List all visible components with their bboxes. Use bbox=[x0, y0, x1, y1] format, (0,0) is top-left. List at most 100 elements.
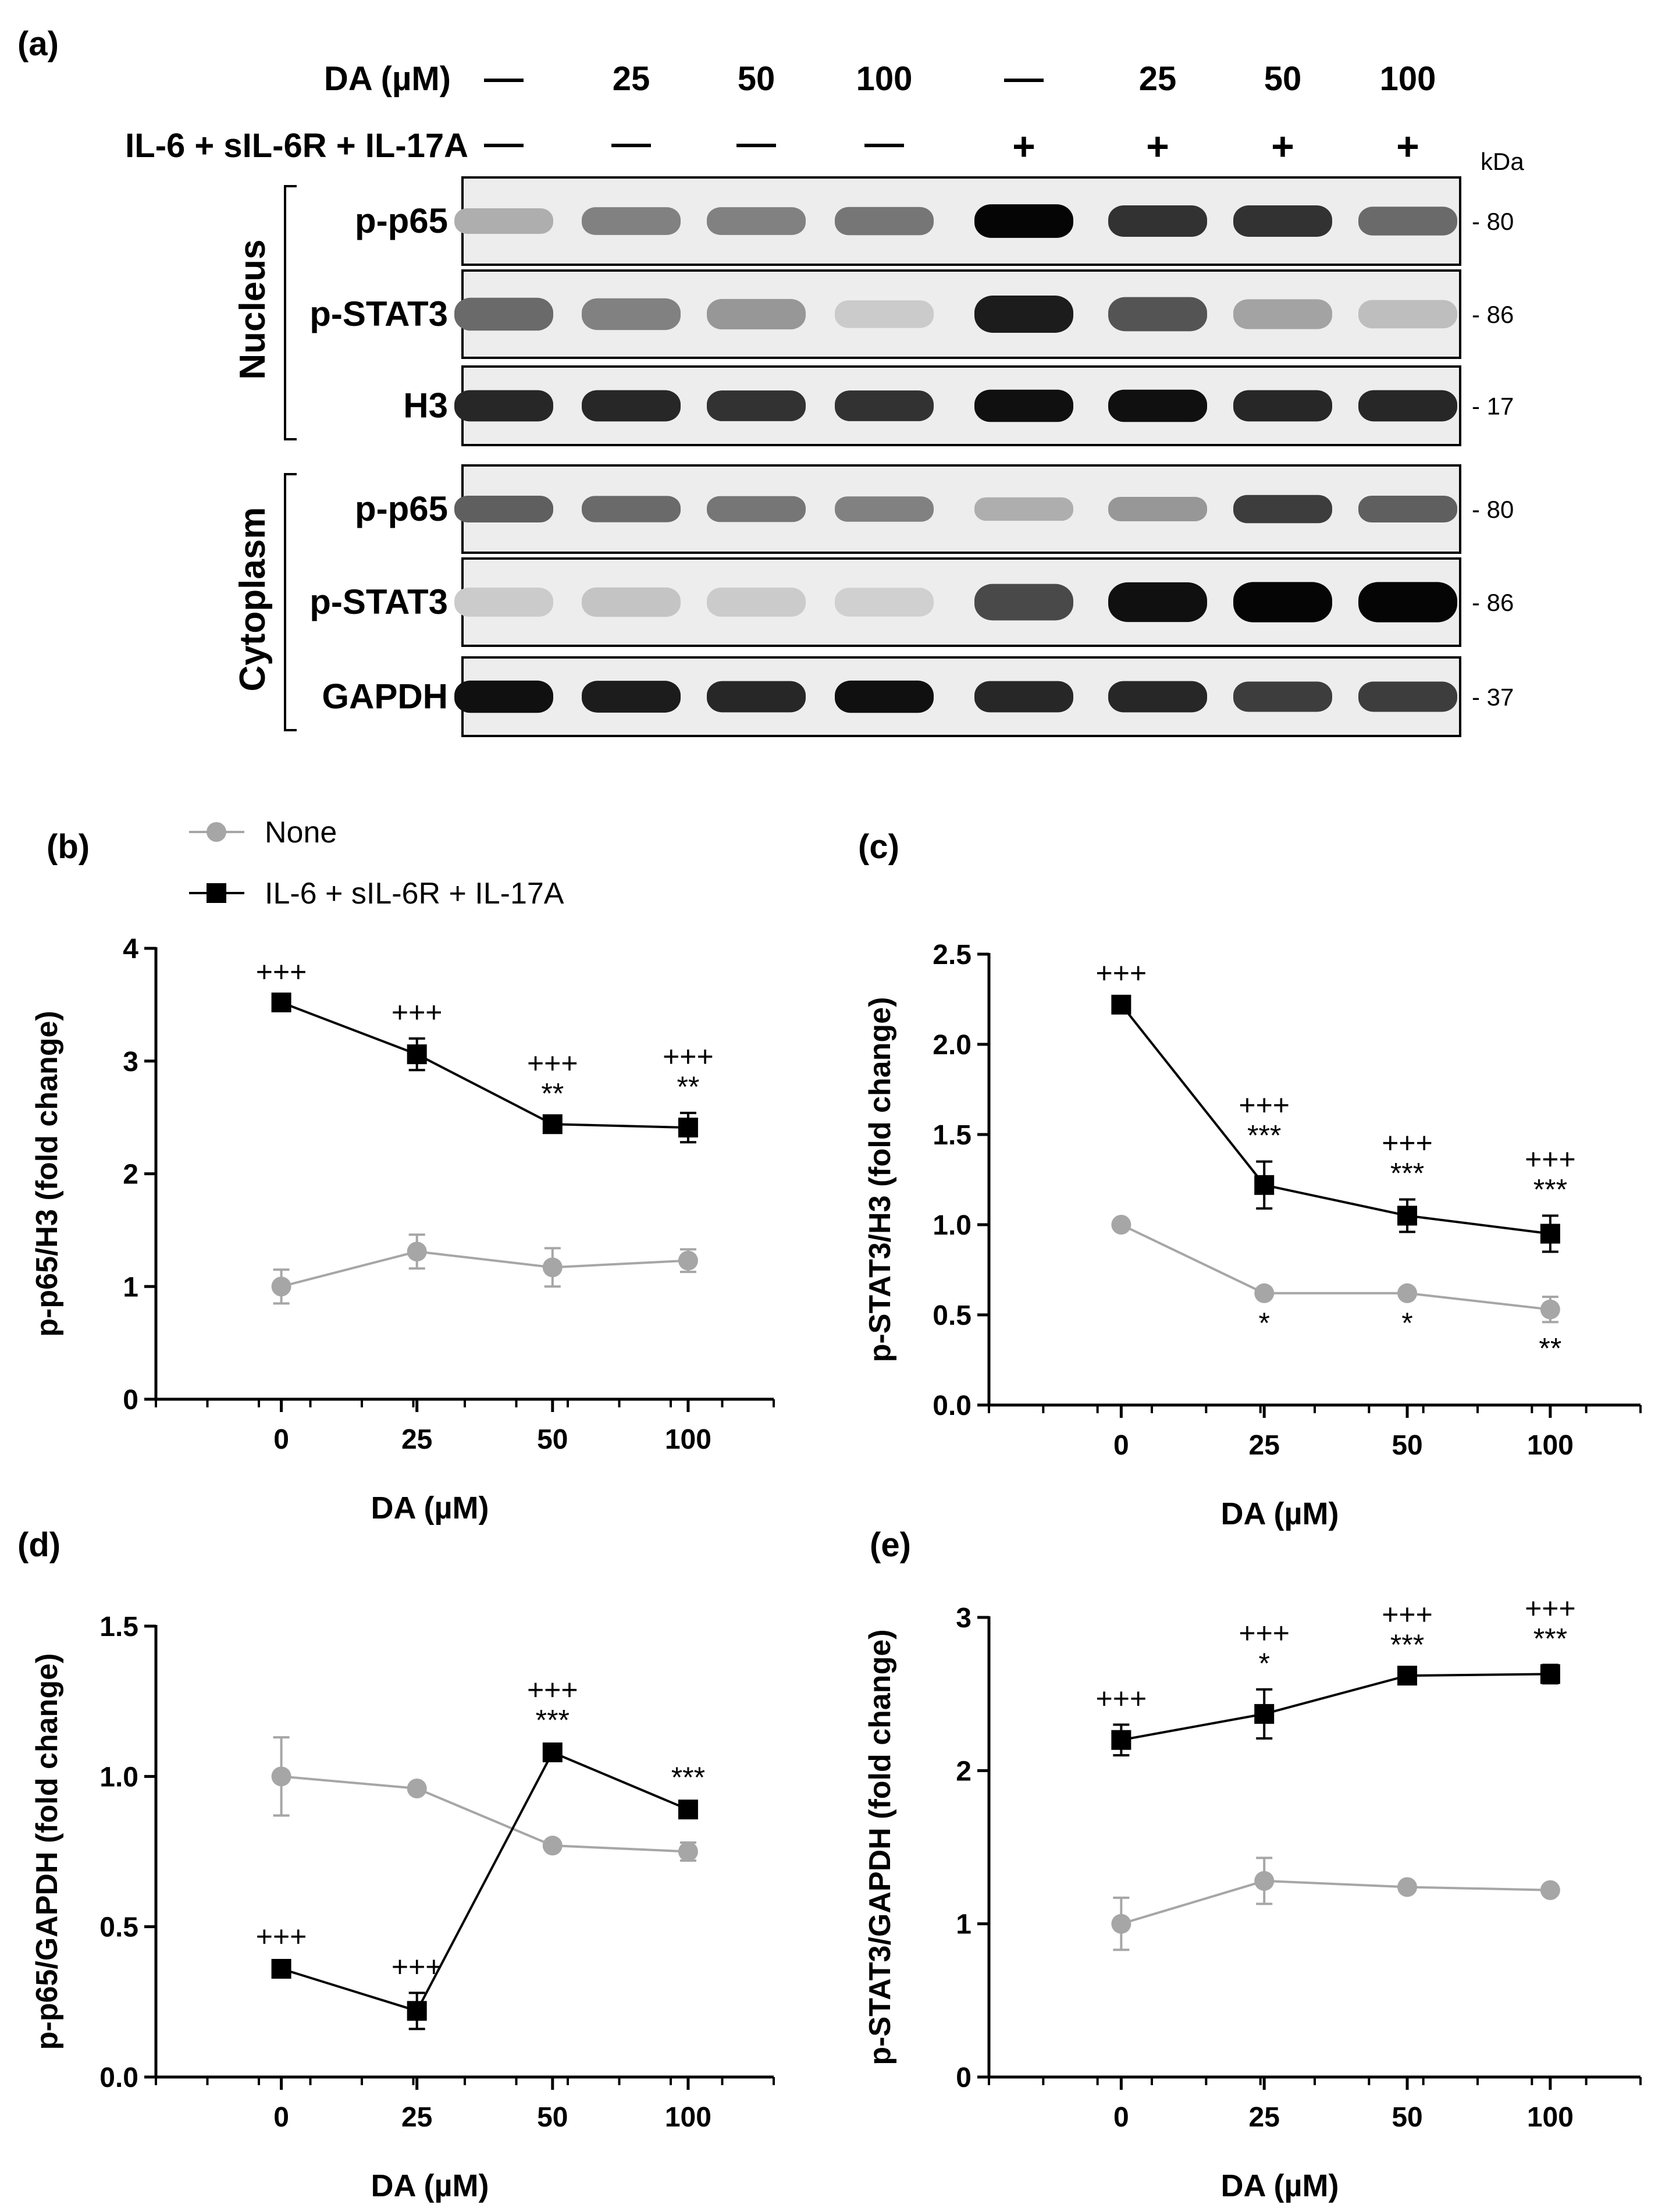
series-line bbox=[280, 1751, 689, 2012]
y-axis-label: p-p65/GAPDH (fold change) bbox=[30, 1653, 64, 2050]
data-point bbox=[678, 1841, 698, 1862]
x-tick-label: 25 bbox=[401, 2102, 432, 2133]
y-tick-label: 0.5 bbox=[933, 1300, 971, 1331]
blot-band bbox=[835, 300, 934, 328]
significance-label: +++ bbox=[392, 996, 443, 1029]
data-point bbox=[407, 2001, 427, 2021]
da-value: 50 bbox=[738, 60, 775, 98]
blot-band bbox=[1108, 297, 1207, 332]
blot-band bbox=[582, 298, 681, 330]
blot-band bbox=[707, 588, 806, 617]
kda-marker: - 80 bbox=[1472, 496, 1514, 523]
significance-label: +++ bbox=[1096, 1682, 1147, 1715]
series-line bbox=[1120, 1879, 1550, 1925]
series-line bbox=[280, 1001, 688, 1129]
protein-label: p-p65 bbox=[355, 489, 448, 528]
blot-band bbox=[1108, 497, 1207, 521]
y-tick-label: 1.5 bbox=[99, 1612, 138, 1642]
kda-marker: - 17 bbox=[1472, 393, 1514, 420]
series-line bbox=[281, 1250, 689, 1288]
data-point bbox=[407, 1779, 427, 1798]
kda-marker: - 80 bbox=[1472, 208, 1514, 235]
blot-band bbox=[1108, 582, 1207, 623]
x-tick-label: 100 bbox=[665, 1424, 711, 1455]
data-point bbox=[1111, 1914, 1131, 1934]
group-bracket bbox=[284, 185, 297, 440]
data-point bbox=[271, 1276, 291, 1297]
cytokine-plus: + bbox=[1396, 125, 1419, 169]
x-tick-label: 0 bbox=[1113, 1430, 1129, 1461]
x-axis-label: DA (µM) bbox=[371, 2168, 489, 2203]
y-tick-label: 1.5 bbox=[933, 1120, 971, 1151]
data-point bbox=[1540, 1299, 1560, 1320]
data-point bbox=[1111, 994, 1131, 1015]
significance-label: ** bbox=[541, 1077, 564, 1110]
blot-band bbox=[1358, 300, 1457, 329]
significance-label: +++ bbox=[1239, 1617, 1290, 1649]
significance-label: +++ bbox=[527, 1047, 578, 1080]
blot-band bbox=[1358, 207, 1457, 236]
chart-b: (b) 0 1 2 3 4 0 25 50 100 DA (µM) p-p65/H3 (fold ch… bbox=[30, 828, 775, 1525]
y-tick-label: 1.0 bbox=[99, 1762, 138, 1793]
blot-band bbox=[1358, 495, 1457, 523]
x-tick-label: 50 bbox=[537, 2102, 568, 2133]
legend-none-marker bbox=[207, 822, 226, 842]
x-tick-label: 50 bbox=[1392, 1430, 1422, 1461]
data-point bbox=[1540, 1224, 1560, 1244]
y-tick-label: 2.5 bbox=[933, 940, 971, 970]
significance-label: +++ bbox=[1525, 1592, 1576, 1625]
y-tick-label: 2 bbox=[956, 1756, 971, 1787]
blot-band bbox=[835, 207, 934, 236]
kda-marker: - 37 bbox=[1472, 684, 1514, 711]
significance-label: +++ bbox=[663, 1040, 714, 1073]
data-point bbox=[542, 1742, 563, 1762]
x-axis-label: DA (µM) bbox=[371, 1491, 489, 1525]
blot-band bbox=[835, 680, 934, 713]
cytokine-plus: + bbox=[1146, 125, 1169, 169]
x-tick-label: 100 bbox=[665, 2102, 711, 2133]
significance-label: * bbox=[1401, 1307, 1412, 1339]
data-point bbox=[1254, 1870, 1275, 1891]
x-tick-label: 25 bbox=[401, 1424, 432, 1455]
x-axis-label: DA (µM) bbox=[1220, 2168, 1339, 2203]
data-point bbox=[542, 1114, 563, 1135]
chart-c: (c) 0.0 0.5 1.0 1.5 2.0 2.5 0 25 50 100 DA (µM) p-ST… bbox=[858, 828, 1642, 1531]
blot-band bbox=[707, 681, 806, 713]
y-axis-label: p-STAT3/H3 (fold change) bbox=[863, 997, 897, 1363]
legend-treated-label: IL-6 + sIL-6R + IL-17A bbox=[265, 877, 564, 911]
blot-band bbox=[707, 298, 806, 330]
data-point bbox=[1111, 1215, 1131, 1235]
x-tick-label: 50 bbox=[1392, 2102, 1422, 2133]
x-tick-label: 25 bbox=[1249, 2102, 1280, 2133]
significance-label: *** bbox=[1390, 1157, 1424, 1190]
blot-band bbox=[835, 496, 934, 522]
protein-label: GAPDH bbox=[322, 677, 448, 716]
legend-treated-marker bbox=[207, 883, 226, 903]
chart-e: (e) 0 1 2 3 0 25 50 100 DA (µM) p-STAT3/GAPDH (fol… bbox=[863, 1526, 1642, 2203]
data-point bbox=[678, 1250, 698, 1271]
blot-band bbox=[707, 390, 806, 421]
blot-band bbox=[707, 207, 806, 235]
blot-band bbox=[974, 584, 1073, 621]
blot-band bbox=[1233, 390, 1332, 422]
y-tick-label: 3 bbox=[123, 1047, 138, 1077]
data-point bbox=[1397, 1283, 1418, 1303]
blot-band bbox=[1233, 205, 1332, 237]
da-value: 100 bbox=[1380, 60, 1436, 98]
data-point bbox=[271, 993, 291, 1012]
da-value: 25 bbox=[1139, 60, 1177, 98]
y-tick-label: 3 bbox=[956, 1603, 971, 1634]
kda-marker: - 86 bbox=[1472, 301, 1514, 328]
blot-band bbox=[582, 390, 681, 422]
data-point bbox=[407, 1242, 427, 1262]
da-value: 100 bbox=[856, 60, 913, 98]
blot-band bbox=[454, 588, 553, 617]
significance-label: +++ bbox=[1239, 1089, 1290, 1122]
panel-letter: (b) bbox=[47, 828, 90, 866]
series-line bbox=[1120, 1004, 1551, 1235]
blot-band bbox=[454, 495, 553, 523]
y-tick-label: 1.0 bbox=[933, 1210, 971, 1241]
data-point bbox=[1254, 1704, 1275, 1724]
significance-label: +++ bbox=[392, 1950, 443, 1983]
y-tick-label: 0.5 bbox=[99, 1912, 138, 1943]
